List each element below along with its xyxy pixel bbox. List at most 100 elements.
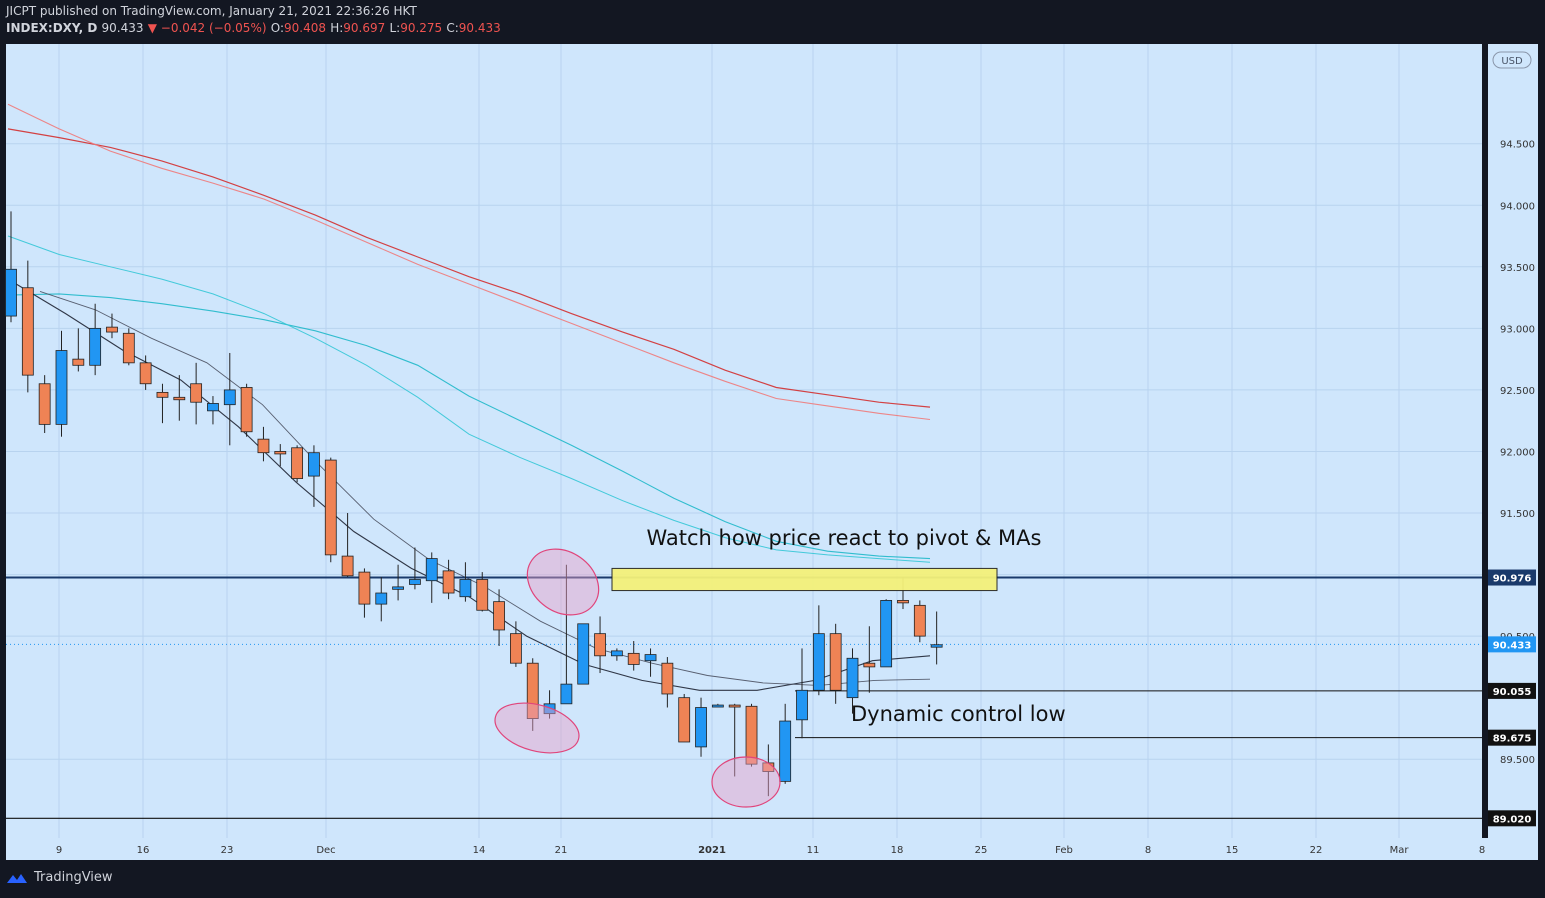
candle-body[interactable] [21,287,34,376]
price-label-tag [1488,636,1536,653]
candle-body[interactable] [796,689,808,721]
candle-body[interactable] [594,633,606,657]
candle-body[interactable] [358,571,371,605]
candle-body[interactable] [543,703,556,715]
candle-body[interactable] [257,438,270,454]
candle-body[interactable] [459,579,472,598]
open-value: 90.408 [284,21,326,35]
candle-body[interactable] [678,697,691,743]
candle-body[interactable] [425,558,438,582]
candle-body[interactable] [156,391,169,398]
candle-body[interactable] [190,383,203,403]
price-change: ▼ −0.042 (−0.05%) [147,21,267,35]
candle-body[interactable] [509,633,522,664]
candle-body[interactable] [375,592,388,605]
moving-average-line [7,293,931,560]
candle-body[interactable] [846,657,859,699]
candle-body[interactable] [779,720,792,782]
last-price: 90.433 [101,21,144,35]
x-tick-label: Feb [1055,845,1073,856]
candle-body[interactable] [55,350,68,425]
candle-body[interactable] [913,604,926,637]
price-label-tag [1488,810,1536,827]
candle-body[interactable] [409,579,421,585]
candle-body[interactable] [711,704,724,708]
candle-body[interactable] [38,383,51,425]
plot-background [6,44,1482,860]
y-tick-label: 94.000 [1500,201,1535,212]
candle-body[interactable] [897,600,909,604]
candle-body[interactable] [661,662,674,695]
symbol-label[interactable]: INDEX:DXY, D [6,21,98,35]
candle-body[interactable] [223,389,236,406]
x-tick-label: 9 [56,845,62,856]
price-label-text: 90.055 [1493,687,1532,698]
moving-average-line [7,235,931,563]
candle-body[interactable] [880,600,893,668]
candle-body[interactable] [930,644,943,648]
candle-body[interactable] [207,403,219,412]
candle-body[interactable] [493,601,505,631]
y-tick-label: 94.500 [1500,140,1535,151]
high-label: H: [330,21,344,35]
candle-body[interactable] [745,705,758,765]
candle-body[interactable] [812,633,825,691]
candle-body[interactable] [139,362,152,385]
candle-body[interactable] [627,652,640,665]
candle-body[interactable] [274,451,287,455]
low-annotation[interactable]: Dynamic control low [851,702,1066,726]
tradingview-logo[interactable]: TradingView [6,870,113,885]
highlight-ellipse[interactable] [711,756,781,808]
candle-body[interactable] [89,327,102,366]
highlight-ellipse[interactable] [490,695,585,762]
price-label-text: 89.675 [1493,734,1532,745]
y-tick-label: 93.000 [1500,324,1535,335]
low-label: L: [389,21,401,35]
price-label-text: 89.020 [1493,814,1532,825]
candle-body[interactable] [122,332,135,364]
high-value: 90.697 [343,21,386,35]
candle-body[interactable] [695,707,707,748]
candle-body[interactable] [5,268,17,317]
candle-body[interactable] [341,555,354,577]
x-tick-label: 8 [1145,845,1151,856]
y-tick-label: 92.500 [1500,386,1535,397]
candle-body[interactable] [577,623,590,685]
x-tick-label: 22 [1310,845,1323,856]
candle-body[interactable] [644,654,657,662]
x-tick-label: 11 [807,845,820,856]
candle-body[interactable] [829,633,842,691]
candle-body[interactable] [560,683,573,705]
close-label: C: [446,21,459,35]
candle-body[interactable] [324,459,337,556]
x-tick-label: 2021 [698,845,726,856]
candle-body[interactable] [72,358,85,366]
candle-body[interactable] [610,650,623,657]
time-axis[interactable] [6,838,1538,860]
moving-average-line [7,103,931,421]
price-label-text: 90.976 [1493,574,1532,585]
candle-body[interactable] [728,704,741,708]
candle-body[interactable] [476,579,489,611]
candle-body[interactable] [863,662,876,668]
pivot-annotation[interactable]: Watch how price react to pivot & MAs [646,526,1041,550]
candle-body[interactable] [392,586,404,590]
candle-body[interactable] [291,447,304,479]
candle-body[interactable] [308,452,320,477]
axis-separator [1482,44,1488,860]
candle-body[interactable] [173,396,186,401]
pivot-zone-box[interactable] [611,567,998,592]
candle-body[interactable] [442,570,455,594]
open-label: O: [270,21,284,35]
price-axis[interactable] [1488,44,1538,838]
candle-body[interactable] [240,387,253,433]
y-tick-label: 89.500 [1500,755,1535,766]
highlight-ellipse[interactable] [515,536,612,629]
x-tick-label: 15 [1226,845,1239,856]
candle-body[interactable] [106,326,118,333]
currency-badge[interactable] [1492,51,1532,69]
x-tick-label: Mar [1390,845,1410,856]
low-value: 90.275 [400,21,443,35]
candle-body[interactable] [526,662,539,719]
